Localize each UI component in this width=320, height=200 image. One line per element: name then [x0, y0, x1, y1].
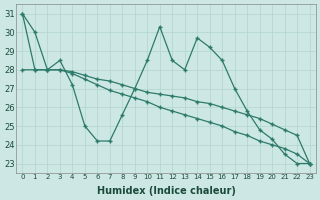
X-axis label: Humidex (Indice chaleur): Humidex (Indice chaleur)	[97, 186, 236, 196]
